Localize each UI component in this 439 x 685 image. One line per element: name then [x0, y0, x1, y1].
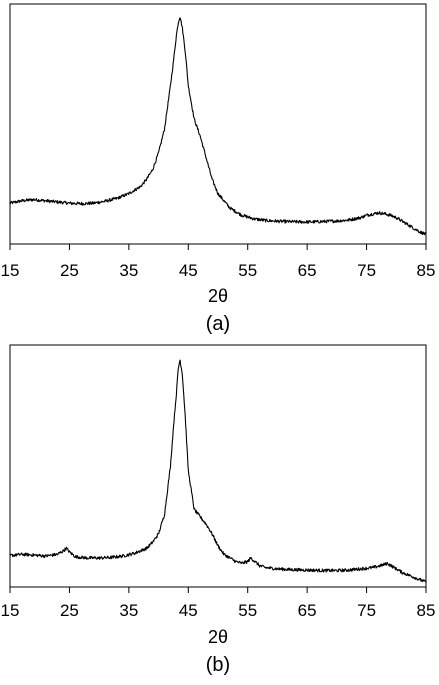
x-tick-label: 35 [119, 601, 138, 620]
x-tick-label: 45 [179, 261, 198, 280]
x-tick-label: 55 [238, 261, 257, 280]
series-line-0 [9, 359, 427, 584]
x-tick-label: 65 [298, 601, 317, 620]
panel-label: (b) [206, 654, 230, 676]
x-tick-label: 85 [417, 601, 436, 620]
panel-a: 15 25 35 45 55 65 75 85 2θ (a) [1, 3, 436, 335]
x-tick-label: 45 [179, 601, 198, 620]
x-axis-label: 2θ [208, 286, 228, 306]
x-tick-label: 25 [60, 601, 79, 620]
x-tick-label: 15 [1, 601, 20, 620]
x-tick-label: 65 [298, 261, 317, 280]
x-tick-label: 15 [1, 261, 20, 280]
x-tick-label: 25 [60, 261, 79, 280]
x-tick-label: 55 [238, 601, 257, 620]
x-axis-label: 2θ [208, 627, 228, 647]
x-tick-label: 35 [119, 261, 138, 280]
x-tick-label: 85 [417, 261, 436, 280]
series-line-0 [9, 17, 427, 236]
panel-b: 15 25 35 45 55 65 75 85 2θ (b) [1, 344, 436, 676]
x-tick-label: 75 [357, 601, 376, 620]
x-tick-label: 75 [357, 261, 376, 280]
plot-frame [9, 3, 427, 245]
plot-frame [9, 344, 427, 588]
panel-label: (a) [206, 313, 230, 335]
